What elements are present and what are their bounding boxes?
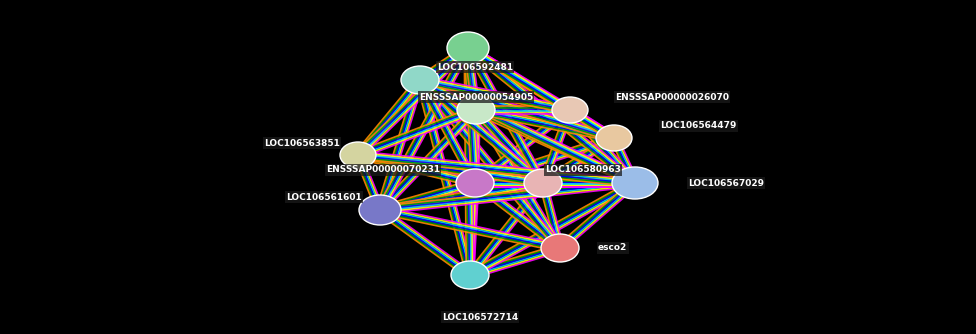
- Ellipse shape: [524, 169, 562, 197]
- Text: LOC106572714: LOC106572714: [442, 313, 518, 322]
- Text: LOC106592481: LOC106592481: [437, 62, 513, 71]
- Ellipse shape: [447, 32, 489, 64]
- Text: LOC106580963: LOC106580963: [545, 166, 621, 174]
- Ellipse shape: [541, 234, 579, 262]
- Ellipse shape: [359, 195, 401, 225]
- Ellipse shape: [456, 169, 494, 197]
- Ellipse shape: [596, 125, 632, 151]
- Text: ENSSSAP00000054905: ENSSSAP00000054905: [419, 93, 533, 102]
- Ellipse shape: [451, 261, 489, 289]
- Text: LOC106564479: LOC106564479: [660, 122, 736, 131]
- Ellipse shape: [401, 66, 439, 94]
- Text: LOC106561601: LOC106561601: [286, 192, 362, 201]
- Text: ENSSSAP00000070231: ENSSSAP00000070231: [326, 166, 440, 174]
- Ellipse shape: [552, 97, 588, 123]
- Ellipse shape: [612, 167, 658, 199]
- Text: LOC106567029: LOC106567029: [688, 178, 764, 187]
- Text: esco2: esco2: [598, 243, 628, 253]
- Ellipse shape: [340, 142, 376, 168]
- Ellipse shape: [457, 96, 495, 124]
- Text: LOC106563851: LOC106563851: [264, 139, 340, 148]
- Text: ENSSSAP00000026070: ENSSSAP00000026070: [615, 93, 729, 102]
